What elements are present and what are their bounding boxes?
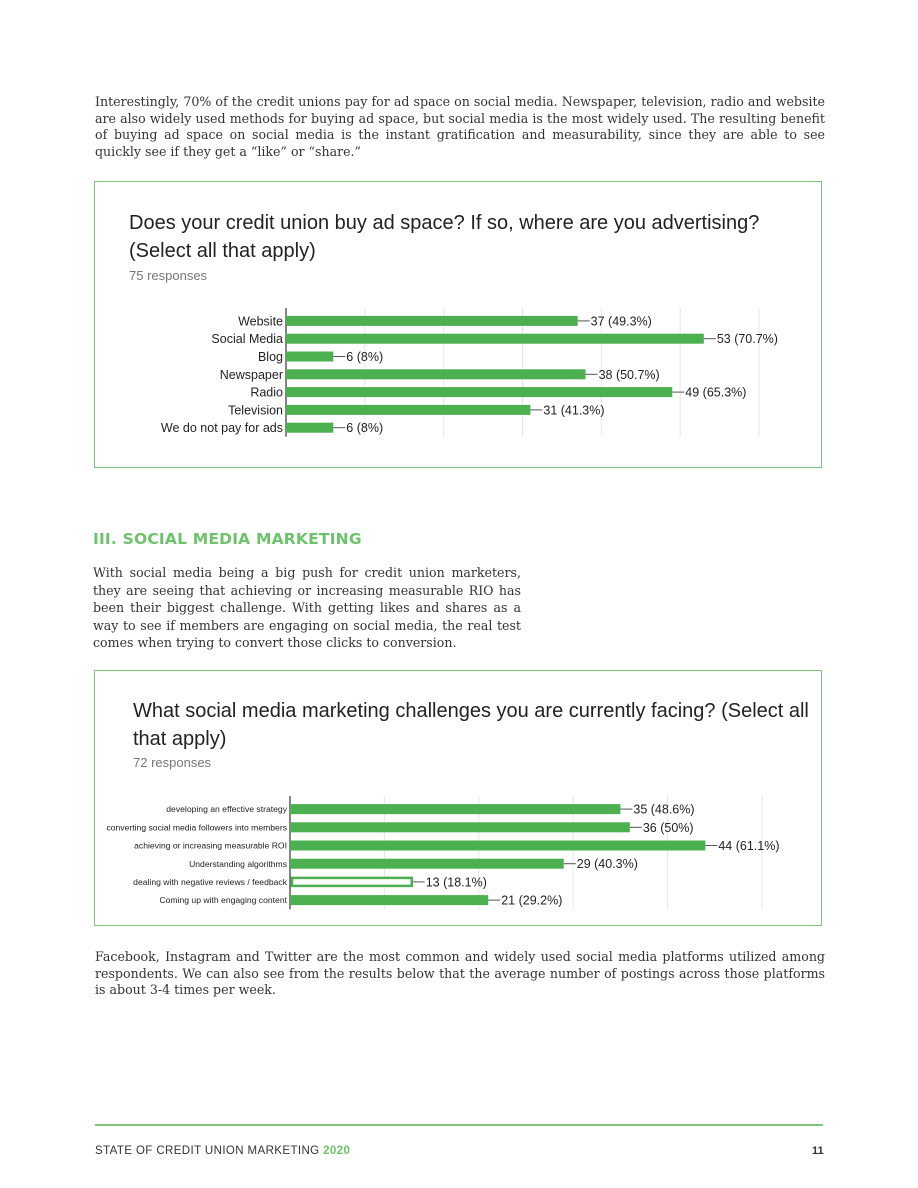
value-label: 31 (41.3%) [543,403,604,417]
chart2-title: What social media marketing challenges y… [133,700,809,750]
bar [290,840,706,851]
footer-publication: STATE OF CREDIT UNION MARKETING [95,1145,320,1157]
value-label: 53 (70.7%) [717,332,778,346]
value-label: 21 (29.2%) [501,894,562,908]
category-label: Radio [250,386,283,400]
footer-title: STATE OF CREDIT UNION MARKETING 2020 [95,1145,350,1157]
closing-paragraph: Facebook, Instagram and Twitter are the … [95,949,825,997]
intro-paragraph: Interestingly, 70% of the credit unions … [95,94,825,159]
value-label: 13 (18.1%) [426,875,487,889]
bar [286,333,704,344]
footer-divider [95,1124,823,1126]
footer-year: 2020 [323,1145,351,1157]
chart2-responses: 72 responses [133,755,212,770]
value-label: 6 (8%) [346,350,383,364]
bar [286,369,586,380]
category-label: Coming up with engaging content [159,895,287,905]
ad-space-chart-card: Does your credit union buy ad space? If … [94,181,822,468]
value-label: 36 (50%) [643,821,694,835]
bar [290,876,413,888]
value-label: 37 (49.3%) [591,314,652,328]
value-label: 38 (50.7%) [599,368,660,382]
category-label: achieving or increasing measurable ROI [134,841,287,851]
value-label: 6 (8%) [346,421,383,435]
chart1-title: Does your credit union buy ad space? If … [129,212,760,262]
bar [290,895,489,906]
value-label: 35 (48.6%) [633,803,694,817]
category-label: We do not pay for ads [161,421,283,435]
bar [290,822,630,833]
challenges-chart-card: What social media marketing challenges y… [94,670,822,926]
bar [286,315,578,326]
category-label: Understanding algorithms [189,859,287,869]
bar [290,804,621,815]
chart1-responses: 75 responses [129,268,208,283]
bar [286,351,334,362]
category-label: Television [228,403,283,417]
ad-space-bar-chart: Website 37 (49.3%) Social Media 53 (70.7%) B… [161,308,778,437]
value-label: 29 (40.3%) [577,857,638,871]
bar [286,422,334,433]
section-paragraph: With social media being a big push for c… [93,565,521,650]
page-number: 11 [812,1145,824,1157]
category-label: developing an effective strategy [166,804,287,814]
section-heading: III. SOCIAL MEDIA MARKETING [93,530,362,548]
category-label: Social Media [211,332,283,346]
bar [290,858,564,869]
category-label: converting social media followers into m… [106,822,287,832]
category-label: Website [238,314,283,328]
value-label: 49 (65.3%) [685,386,746,400]
value-label: 44 (61.1%) [718,839,779,853]
category-label: dealing with negative reviews / feedback [133,877,288,887]
bar [286,387,673,398]
challenges-bar-chart: developing an effective strategy 35 (48.6… [106,796,780,910]
category-label: Newspaper [220,368,283,382]
bar [286,404,531,415]
category-label: Blog [258,350,283,364]
